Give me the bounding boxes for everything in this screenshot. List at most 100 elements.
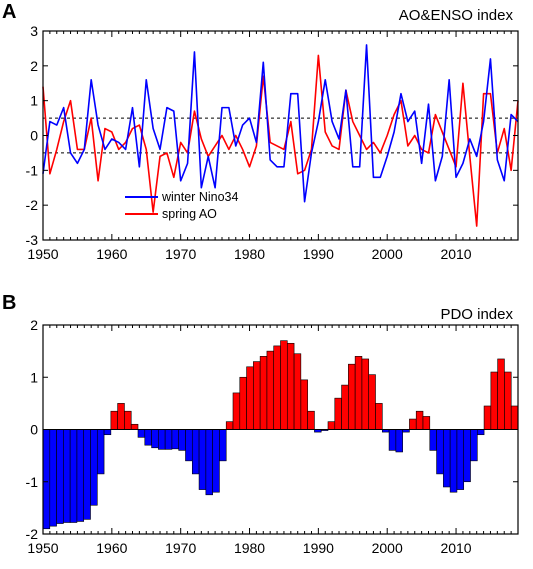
x-tick-label: 1980 <box>234 540 265 556</box>
bar-1972 <box>191 429 200 475</box>
bar-1971 <box>185 429 193 462</box>
bar-1974 <box>205 429 213 496</box>
bar-1984 <box>273 345 281 430</box>
bar-1998 <box>368 374 376 430</box>
bar-2004 <box>409 418 417 430</box>
bar-1970 <box>178 429 186 451</box>
bar-1985 <box>280 340 288 430</box>
bar-1962 <box>124 410 132 430</box>
plot-frame <box>42 30 519 241</box>
bar-1952 <box>56 429 64 524</box>
series-line-winter-nino34 <box>42 44 519 203</box>
bar-1986 <box>286 342 295 430</box>
x-tick-label: 2000 <box>372 540 403 556</box>
bar-2014 <box>476 429 485 436</box>
bar-1976 <box>219 429 227 462</box>
panel-b-title: PDO index <box>440 306 513 323</box>
bar-1983 <box>266 350 275 430</box>
y-tick-label: -2 <box>26 526 39 542</box>
x-tick-label: 1960 <box>96 246 127 262</box>
y-tick-label: 0 <box>30 128 38 144</box>
plot-frame <box>42 324 519 535</box>
x-tick-label: 2000 <box>372 246 403 262</box>
bar-1979 <box>239 376 247 430</box>
bar-2011 <box>456 429 465 490</box>
x-tick-label: 1990 <box>303 246 334 262</box>
bar-2015 <box>483 405 492 430</box>
x-tick-label: 1950 <box>27 540 58 556</box>
bar-1964 <box>137 429 146 438</box>
bar-1955 <box>76 429 85 522</box>
bar-1967 <box>158 429 166 450</box>
bar-1963 <box>130 423 139 430</box>
bar-2005 <box>415 410 424 430</box>
x-tick-label: 1960 <box>96 540 127 556</box>
y-tick-label: -2 <box>26 197 39 213</box>
bar-1958 <box>96 429 105 475</box>
legend-label-winter-nino34: winter Nino34 <box>161 190 238 204</box>
bar-1973 <box>198 429 207 490</box>
bar-2001 <box>388 429 397 451</box>
bar-2002 <box>395 429 403 453</box>
x-tick-label: 1980 <box>234 246 265 262</box>
y-tick-label: 1 <box>30 369 38 385</box>
bar-1977 <box>225 421 234 430</box>
bar-1994 <box>341 384 349 430</box>
bar-1997 <box>361 358 370 430</box>
x-tick-label: 1970 <box>165 246 196 262</box>
y-tick-label: 1 <box>30 93 38 109</box>
bar-1993 <box>334 397 342 430</box>
bar-2012 <box>463 429 471 483</box>
panel-a-label: A <box>2 1 16 23</box>
x-tick-label: 2010 <box>440 540 471 556</box>
y-tick-label: 2 <box>30 58 38 74</box>
panel-b-label: B <box>2 292 16 314</box>
bar-1999 <box>375 403 383 430</box>
bar-1978 <box>232 392 241 430</box>
bar-1953 <box>63 429 71 523</box>
x-tick-label: 1970 <box>165 540 196 556</box>
bar-1969 <box>171 429 180 450</box>
y-tick-label: -1 <box>26 162 39 178</box>
bar-1996 <box>354 356 363 430</box>
x-tick-label: 1990 <box>303 540 334 556</box>
bar-1950 <box>42 429 51 530</box>
bar-1987 <box>293 353 302 430</box>
bar-1989 <box>307 410 315 430</box>
bar-1957 <box>90 429 98 506</box>
bar-2018 <box>504 371 512 430</box>
bar-1981 <box>253 361 261 430</box>
panel-b: B -2 -1 0 1 2 1950 1960 1970 1980 1990 2000 2010 PD… <box>2 292 519 556</box>
bar-1961 <box>117 403 125 430</box>
bar-1960 <box>110 410 118 430</box>
bar-1975 <box>212 429 220 493</box>
y-tick-label: 0 <box>30 422 38 438</box>
panel-a: A -3 -2 -1 0 1 2 3 1950 1960 1970 1980 1990 2000 2010… <box>2 1 519 262</box>
bar-1968 <box>164 429 173 450</box>
bar-1980 <box>246 366 254 430</box>
bar-2009 <box>443 429 451 488</box>
bar-1982 <box>259 356 268 430</box>
bar-2013 <box>470 429 478 462</box>
bar-2017 <box>497 358 505 430</box>
legend-label-spring-ao: spring AO <box>162 207 217 221</box>
panel-a-legend: winter Nino34 spring AO <box>125 190 238 221</box>
panel-a-plot-area: -3 -2 -1 0 1 2 3 1950 1960 1970 1980 1990 2000 2010 <box>26 23 519 262</box>
bar-2010 <box>449 429 458 493</box>
y-tick-label: -3 <box>26 232 39 248</box>
bar-1992 <box>327 421 336 430</box>
bar-1995 <box>348 363 356 430</box>
bar-1954 <box>69 429 78 523</box>
bar-1959 <box>103 429 112 436</box>
bar-2006 <box>422 416 431 430</box>
bar-2008 <box>436 429 444 475</box>
bar-1956 <box>83 429 91 520</box>
bar-2016 <box>490 371 498 430</box>
bar-1966 <box>151 429 159 449</box>
y-tick-label: 3 <box>30 23 38 39</box>
bar-2019 <box>510 405 519 430</box>
y-tick-label: 2 <box>30 317 38 333</box>
y-tick-label: -1 <box>26 474 39 490</box>
bar-1951 <box>49 429 57 527</box>
